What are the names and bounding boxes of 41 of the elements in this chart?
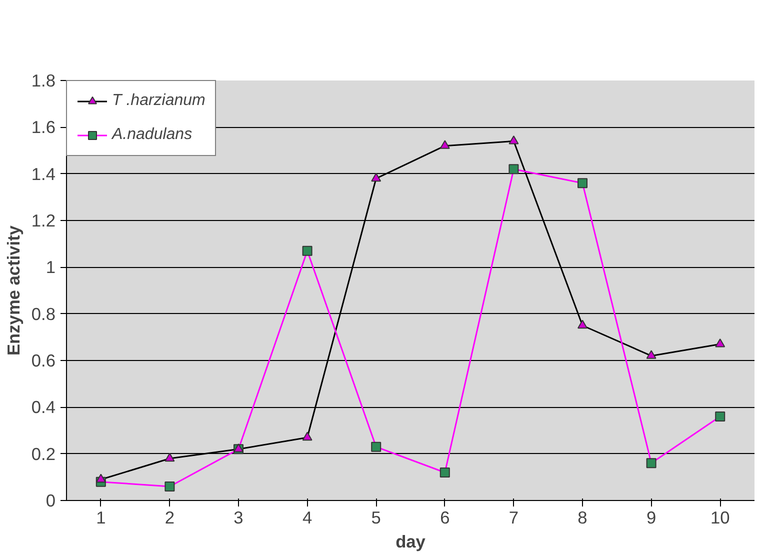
- x-tick-label: 5: [371, 508, 381, 528]
- point: [715, 338, 726, 348]
- legend-label: A.nadulans: [112, 126, 192, 144]
- y-axis-title: Enzyme activity: [3, 225, 24, 356]
- point: [96, 474, 106, 483]
- y-tick-label: 0.4: [31, 397, 56, 418]
- x-tick-label: 1: [96, 508, 106, 528]
- x-tick-label: 10: [710, 508, 730, 528]
- x-axis-title: day: [396, 532, 426, 552]
- point: [164, 452, 175, 462]
- x-tick-label: 2: [164, 508, 175, 528]
- x-tick-label: 8: [578, 508, 588, 528]
- x-tick-label: 6: [440, 508, 450, 528]
- y-tick-label: 0.8: [31, 304, 56, 324]
- y-tick-label: 0: [46, 490, 56, 510]
- y-tick-label: 1.2: [31, 210, 56, 230]
- point: [715, 412, 726, 422]
- y-tick-label: 0.6: [31, 350, 56, 370]
- y-tick-label: 0.2: [31, 444, 56, 464]
- y-tick-label: 1.8: [31, 70, 56, 90]
- x-tick-label: 7: [508, 508, 519, 528]
- x-tick-label: 3: [234, 508, 244, 528]
- point: [440, 140, 450, 149]
- x-tick-label: 9: [646, 508, 656, 528]
- point: [164, 482, 175, 492]
- point: [508, 135, 519, 144]
- y-tick-label: 1.6: [31, 117, 56, 138]
- point: [578, 320, 588, 329]
- point: [508, 164, 519, 174]
- y-tick-label: 1: [46, 257, 56, 278]
- point: [371, 172, 382, 182]
- y-tick-label: 1.4: [31, 164, 56, 184]
- point: [646, 350, 656, 359]
- point: [646, 458, 656, 468]
- legend-label: T .harzianum: [112, 92, 206, 110]
- point: [578, 178, 588, 188]
- point: [302, 246, 312, 256]
- x-tick-label: 4: [302, 508, 312, 528]
- point: [440, 468, 450, 478]
- point: [302, 432, 312, 441]
- point: [371, 442, 382, 452]
